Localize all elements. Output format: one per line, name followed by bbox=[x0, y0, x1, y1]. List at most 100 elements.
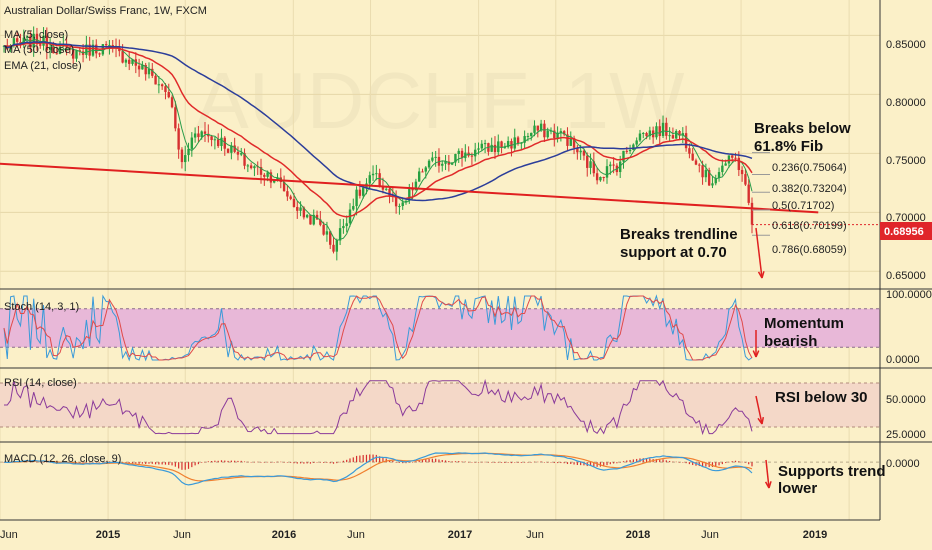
macd-hist-bar bbox=[346, 459, 348, 463]
macd-hist-bar bbox=[616, 462, 618, 464]
candle bbox=[230, 142, 233, 160]
macd-hist-bar bbox=[36, 461, 38, 463]
candle bbox=[197, 125, 200, 142]
x-tick-jun-2016: Jun bbox=[347, 529, 365, 541]
macd-hist-bar bbox=[181, 462, 183, 470]
macd-hist-bar bbox=[497, 462, 499, 463]
macd-hist-bar bbox=[609, 462, 611, 465]
macd-hist-bar bbox=[263, 462, 265, 463]
macd-hist-bar bbox=[230, 460, 232, 463]
macd-hist-bar bbox=[431, 458, 433, 463]
macd-hist-bar bbox=[484, 461, 486, 463]
candle bbox=[187, 142, 190, 162]
candle bbox=[665, 117, 668, 140]
macd-hist-bar bbox=[329, 462, 331, 464]
candle bbox=[312, 209, 315, 226]
candle bbox=[249, 162, 253, 170]
macd-hist-bar bbox=[504, 462, 506, 463]
macd-hist-bar bbox=[128, 462, 130, 464]
candle bbox=[707, 167, 711, 186]
macd-hist-bar bbox=[441, 460, 443, 463]
macd-hist-bar bbox=[92, 462, 94, 463]
trendline bbox=[0, 162, 819, 214]
candle bbox=[210, 134, 213, 147]
macd-hist-bar bbox=[385, 458, 387, 463]
macd-hist-bar bbox=[313, 462, 315, 463]
candle bbox=[602, 176, 605, 182]
macd-hist-bar bbox=[154, 462, 157, 465]
macd-hist-bar bbox=[626, 460, 628, 463]
candle bbox=[193, 127, 197, 143]
macd-hist-bar bbox=[220, 460, 223, 463]
macd-hist-bar bbox=[95, 462, 97, 463]
macd-hist-bar bbox=[250, 461, 252, 463]
macd-hist-bar bbox=[227, 460, 229, 463]
macd-hist-bar bbox=[405, 462, 407, 464]
indicator-label-ema21: EMA (21, close) bbox=[4, 60, 82, 72]
candle bbox=[289, 194, 292, 201]
rsi-down-arrow bbox=[755, 395, 765, 425]
candle bbox=[170, 95, 174, 109]
candle bbox=[137, 58, 141, 77]
macd-hist-bar bbox=[392, 460, 394, 463]
candle bbox=[642, 132, 645, 139]
macd-hist-bar bbox=[576, 462, 578, 466]
macd-hist-bar bbox=[603, 462, 605, 467]
fib-label-0786: 0.786(0.68059) bbox=[772, 244, 847, 256]
annotation-trendline-line1: Breaks trendline bbox=[620, 226, 738, 243]
x-tick-2016: 2016 bbox=[272, 529, 296, 541]
candle bbox=[207, 124, 210, 143]
macd-hist-bar bbox=[428, 458, 430, 463]
candle bbox=[447, 154, 451, 172]
macd-hist-bar bbox=[29, 461, 31, 463]
candle bbox=[506, 136, 510, 149]
macd-signal-line bbox=[4, 452, 753, 482]
candle bbox=[147, 62, 151, 79]
macd-hist-bar bbox=[421, 459, 424, 463]
candle bbox=[566, 127, 569, 152]
candle bbox=[131, 59, 134, 66]
macd-hist-bar bbox=[164, 462, 167, 465]
macd-hist-bar bbox=[711, 462, 714, 467]
macd-hist-bar bbox=[280, 461, 282, 463]
macd-hist-bar bbox=[197, 462, 200, 465]
rsi-tick-50: 50.0000 bbox=[886, 394, 926, 406]
candle bbox=[714, 174, 717, 186]
candle bbox=[526, 132, 530, 142]
macd-hist-bar bbox=[682, 462, 684, 463]
macd-hist-bar bbox=[556, 462, 559, 464]
candle bbox=[233, 137, 236, 154]
macd-hist-bar bbox=[210, 461, 213, 463]
macd-hist-bar bbox=[481, 461, 483, 463]
candle bbox=[342, 218, 345, 234]
macd-hist-bar bbox=[642, 458, 644, 463]
macd-hist-bar bbox=[131, 462, 134, 464]
candle bbox=[128, 50, 131, 71]
watermark: AUDCHF, 1W bbox=[196, 56, 685, 145]
candle bbox=[401, 197, 404, 210]
macd-hist-bar bbox=[629, 459, 631, 463]
macd-hist-bar bbox=[207, 461, 209, 463]
fib-label-05: 0.5(0.71702) bbox=[772, 200, 834, 212]
stoch-label: Stoch (14, 3, 1) bbox=[4, 301, 79, 313]
candle bbox=[141, 61, 144, 70]
candle bbox=[454, 153, 457, 167]
macd-hist-bar bbox=[42, 461, 45, 463]
stoch-k-line bbox=[3, 294, 753, 362]
candle bbox=[329, 231, 332, 249]
macd-hist-bar bbox=[593, 462, 595, 467]
macd-hist-bar bbox=[665, 460, 667, 463]
candle bbox=[319, 210, 322, 227]
macd-hist-bar bbox=[649, 458, 651, 463]
macd-hist-bar bbox=[158, 462, 160, 465]
macd-hist-bar bbox=[458, 461, 460, 463]
candle bbox=[144, 62, 147, 81]
macd-hist-bar bbox=[721, 462, 723, 465]
macd-hist-bar bbox=[701, 462, 704, 467]
chart-title: Australian Dollar/Swiss Franc, 1W, FXCM bbox=[4, 5, 207, 17]
macd-hist-bar bbox=[402, 462, 404, 464]
candle bbox=[717, 167, 721, 182]
macd-hist-bar bbox=[168, 462, 170, 465]
macd-hist-bar bbox=[39, 462, 41, 463]
macd-hist-bar bbox=[365, 454, 368, 463]
